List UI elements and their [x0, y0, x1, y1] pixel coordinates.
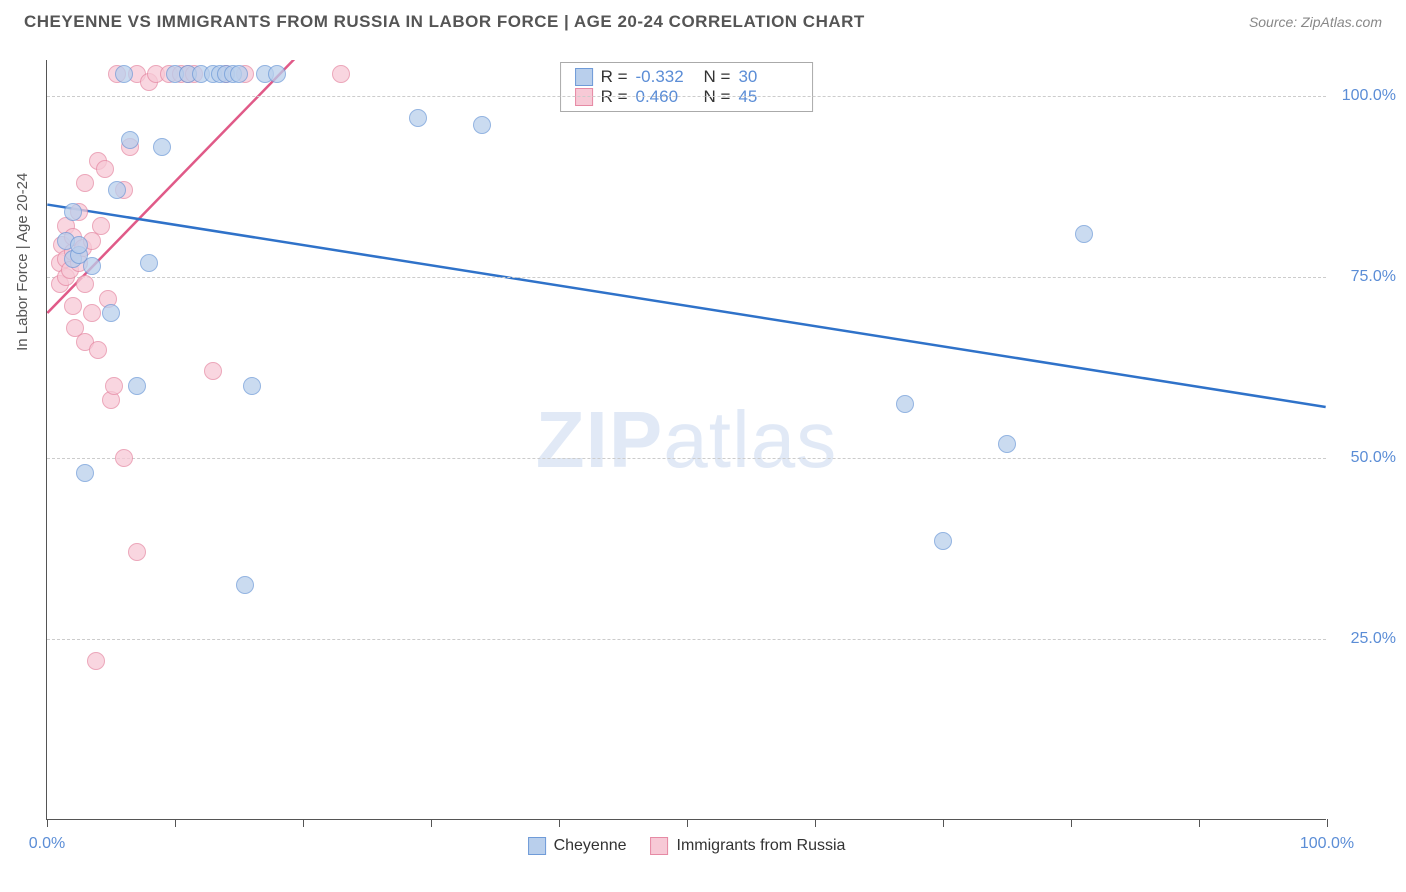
- blue-n-value: 30: [738, 67, 798, 87]
- x-tick: [303, 819, 304, 827]
- data-point-blue: [121, 131, 139, 149]
- correlation-stats-box: R = -0.332 N = 30 R = 0.460 N = 45: [560, 62, 814, 112]
- data-point-blue: [1075, 225, 1093, 243]
- grid-line: [47, 639, 1326, 640]
- x-tick: [1327, 819, 1328, 827]
- watermark: ZIPatlas: [536, 394, 837, 486]
- grid-line: [47, 96, 1326, 97]
- data-point-pink: [76, 174, 94, 192]
- x-tick-label: 0.0%: [29, 835, 65, 853]
- source-label: Source: ZipAtlas.com: [1249, 14, 1382, 30]
- trend-lines-layer: [47, 60, 1326, 819]
- legend-item-blue: Cheyenne: [528, 837, 627, 855]
- x-tick: [1199, 819, 1200, 827]
- x-tick: [175, 819, 176, 827]
- bottom-legend: Cheyenne Immigrants from Russia: [528, 837, 846, 855]
- data-point-blue: [140, 254, 158, 272]
- data-point-pink: [105, 377, 123, 395]
- y-tick-label: 75.0%: [1336, 268, 1396, 286]
- data-point-blue: [76, 464, 94, 482]
- data-point-blue: [83, 257, 101, 275]
- data-point-blue: [108, 181, 126, 199]
- data-point-pink: [204, 362, 222, 380]
- n-label: N =: [704, 67, 731, 87]
- x-tick: [559, 819, 560, 827]
- x-tick: [431, 819, 432, 827]
- blue-r-value: -0.332: [636, 67, 696, 87]
- data-point-blue: [934, 532, 952, 550]
- r-label: R =: [601, 67, 628, 87]
- data-point-blue: [128, 377, 146, 395]
- x-tick: [815, 819, 816, 827]
- data-point-blue: [896, 395, 914, 413]
- data-point-blue: [230, 65, 248, 83]
- data-point-blue: [64, 203, 82, 221]
- data-point-blue: [409, 109, 427, 127]
- legend-label-pink: Immigrants from Russia: [677, 837, 846, 855]
- data-point-pink: [87, 652, 105, 670]
- scatter-plot-area: ZIPatlas R = -0.332 N = 30 R = 0.460 N =…: [46, 60, 1326, 820]
- grid-line: [47, 458, 1326, 459]
- y-tick-label: 25.0%: [1336, 630, 1396, 648]
- x-tick: [47, 819, 48, 827]
- swatch-pink: [651, 837, 669, 855]
- data-point-blue: [268, 65, 286, 83]
- data-point-pink: [76, 275, 94, 293]
- data-point-pink: [115, 449, 133, 467]
- legend-label-blue: Cheyenne: [554, 837, 627, 855]
- data-point-blue: [473, 116, 491, 134]
- swatch-blue: [528, 837, 546, 855]
- data-point-pink: [128, 543, 146, 561]
- grid-line: [47, 277, 1326, 278]
- y-tick-label: 50.0%: [1336, 449, 1396, 467]
- data-point-pink: [83, 304, 101, 322]
- trend-line-blue: [47, 205, 1325, 407]
- data-point-blue: [153, 138, 171, 156]
- data-point-blue: [236, 576, 254, 594]
- x-tick: [943, 819, 944, 827]
- y-tick-label: 100.0%: [1336, 87, 1396, 105]
- data-point-blue: [998, 435, 1016, 453]
- data-point-blue: [115, 65, 133, 83]
- stats-row-blue: R = -0.332 N = 30: [575, 67, 799, 87]
- x-tick: [687, 819, 688, 827]
- swatch-blue: [575, 68, 593, 86]
- data-point-blue: [102, 304, 120, 322]
- data-point-blue: [243, 377, 261, 395]
- x-tick-label: 100.0%: [1300, 835, 1354, 853]
- y-axis-label: In Labor Force | Age 20-24: [14, 173, 31, 351]
- data-point-pink: [64, 297, 82, 315]
- data-point-pink: [89, 341, 107, 359]
- data-point-pink: [332, 65, 350, 83]
- chart-title: CHEYENNE VS IMMIGRANTS FROM RUSSIA IN LA…: [24, 12, 865, 32]
- data-point-pink: [92, 217, 110, 235]
- legend-item-pink: Immigrants from Russia: [651, 837, 846, 855]
- x-tick: [1071, 819, 1072, 827]
- data-point-blue: [70, 236, 88, 254]
- data-point-pink: [96, 160, 114, 178]
